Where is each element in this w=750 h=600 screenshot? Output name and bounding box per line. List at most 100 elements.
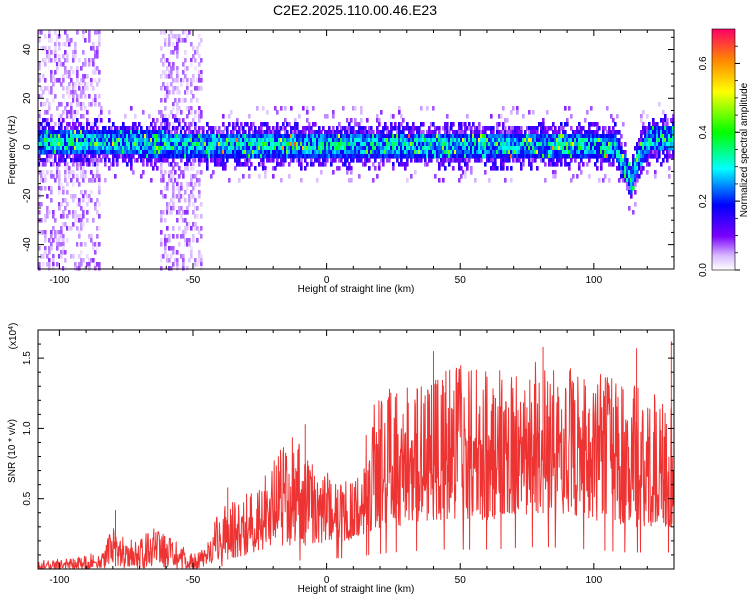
heatmap-cell — [198, 34, 201, 39]
heatmap-cell — [300, 178, 303, 183]
heatmap-cell — [650, 126, 653, 131]
heatmap-cell — [446, 158, 449, 163]
heatmap-cell — [618, 142, 621, 147]
heatmap-cell — [74, 194, 77, 199]
heatmap-cell — [312, 134, 315, 139]
heatmap-cell — [216, 146, 219, 151]
heatmap-cell — [40, 158, 43, 163]
heatmap-cell — [48, 150, 51, 155]
heatmap-cell — [52, 254, 55, 259]
heatmap-cell — [120, 138, 123, 143]
heatmap-cell — [656, 158, 659, 163]
heatmap-cell — [258, 146, 261, 151]
heatmap-cell — [116, 154, 119, 159]
heatmap-cell — [344, 158, 347, 163]
heatmap-cell — [62, 250, 65, 255]
heatmap-cell — [154, 154, 157, 159]
heatmap-cell — [518, 142, 521, 147]
heatmap-cell — [152, 138, 155, 143]
heatmap-cell — [524, 130, 527, 135]
heatmap-cell — [534, 142, 537, 147]
heatmap-cell — [604, 142, 607, 147]
heatmap-cell — [78, 82, 81, 87]
heatmap-cell — [82, 134, 85, 139]
heatmap-cell — [336, 150, 339, 155]
heatmap-cell — [530, 166, 533, 171]
heatmap-cell — [128, 154, 131, 159]
heatmap-cell — [478, 158, 481, 163]
heatmap-cell — [430, 146, 433, 151]
heatmap-cell — [498, 114, 501, 119]
heatmap-cell — [186, 90, 189, 95]
heatmap-cell — [88, 34, 91, 39]
heatmap-cell — [44, 186, 47, 191]
heatmap-cell — [92, 242, 95, 247]
heatmap-cell — [66, 150, 69, 155]
heatmap-cell — [366, 118, 369, 123]
heatmap-cell — [618, 166, 621, 171]
heatmap-cell — [366, 138, 369, 143]
heatmap-cell — [416, 130, 419, 135]
heatmap-cell — [638, 162, 641, 167]
heatmap-cell — [68, 42, 71, 47]
heatmap-cell — [414, 154, 417, 159]
heatmap-cell — [416, 154, 419, 159]
heatmap-cell — [142, 146, 145, 151]
heatmap-cell — [170, 134, 173, 139]
heatmap-cell — [398, 150, 401, 155]
heatmap-cell — [630, 182, 633, 187]
heatmap-cell — [524, 146, 527, 151]
heatmap-cell — [276, 138, 279, 143]
heatmap-cell — [422, 134, 425, 139]
heatmap-cell — [660, 126, 663, 131]
heatmap-cell — [254, 150, 257, 155]
heatmap-cell — [68, 170, 71, 175]
heatmap-cell — [444, 146, 447, 151]
heatmap-cell — [494, 134, 497, 139]
heatmap-cell — [286, 130, 289, 135]
heatmap-cell — [246, 142, 249, 147]
heatmap-cell — [108, 150, 111, 155]
heatmap-cell — [186, 106, 189, 111]
heatmap-cell — [80, 214, 83, 219]
heatmap-cell — [64, 130, 67, 135]
heatmap-cell — [622, 162, 625, 167]
heatmap-cell — [68, 74, 71, 79]
heatmap-cell — [152, 130, 155, 135]
heatmap-cell — [542, 138, 545, 143]
heatmap-cell — [384, 154, 387, 159]
heatmap-cell — [198, 70, 201, 75]
heatmap-cell — [384, 122, 387, 127]
heatmap-cell — [344, 142, 347, 147]
heatmap-cell — [494, 158, 497, 163]
heatmap-cell — [362, 162, 365, 167]
heatmap-cell — [498, 138, 501, 143]
heatmap-cell — [80, 154, 83, 159]
heatmap-cell — [194, 158, 197, 163]
heatmap-cell — [514, 150, 517, 155]
heatmap-cell — [472, 138, 475, 143]
heatmap-cell — [318, 158, 321, 163]
heatmap-cell — [176, 146, 179, 151]
heatmap-cell — [560, 158, 563, 163]
heatmap-cell — [90, 58, 93, 63]
heatmap-cell — [324, 134, 327, 139]
heatmap-cell — [460, 166, 463, 171]
heatmap-cell — [214, 142, 217, 147]
heatmap-cell — [126, 162, 129, 167]
heatmap-cell — [304, 166, 307, 171]
heatmap-cell — [98, 70, 101, 75]
heatmap-cell — [396, 130, 399, 135]
heatmap-cell — [462, 122, 465, 127]
heatmap-cell — [466, 150, 469, 155]
heatmap-cell — [380, 146, 383, 151]
heatmap-cell — [530, 134, 533, 139]
heatmap-cell — [50, 138, 53, 143]
heatmap-cell — [462, 142, 465, 147]
heatmap-cell — [626, 178, 629, 183]
heatmap-cell — [532, 126, 535, 131]
heatmap-cell — [464, 170, 467, 175]
heatmap-cell — [76, 146, 79, 151]
snr-y-tick-label: 0.5 — [22, 491, 33, 505]
heatmap-cell — [444, 150, 447, 155]
